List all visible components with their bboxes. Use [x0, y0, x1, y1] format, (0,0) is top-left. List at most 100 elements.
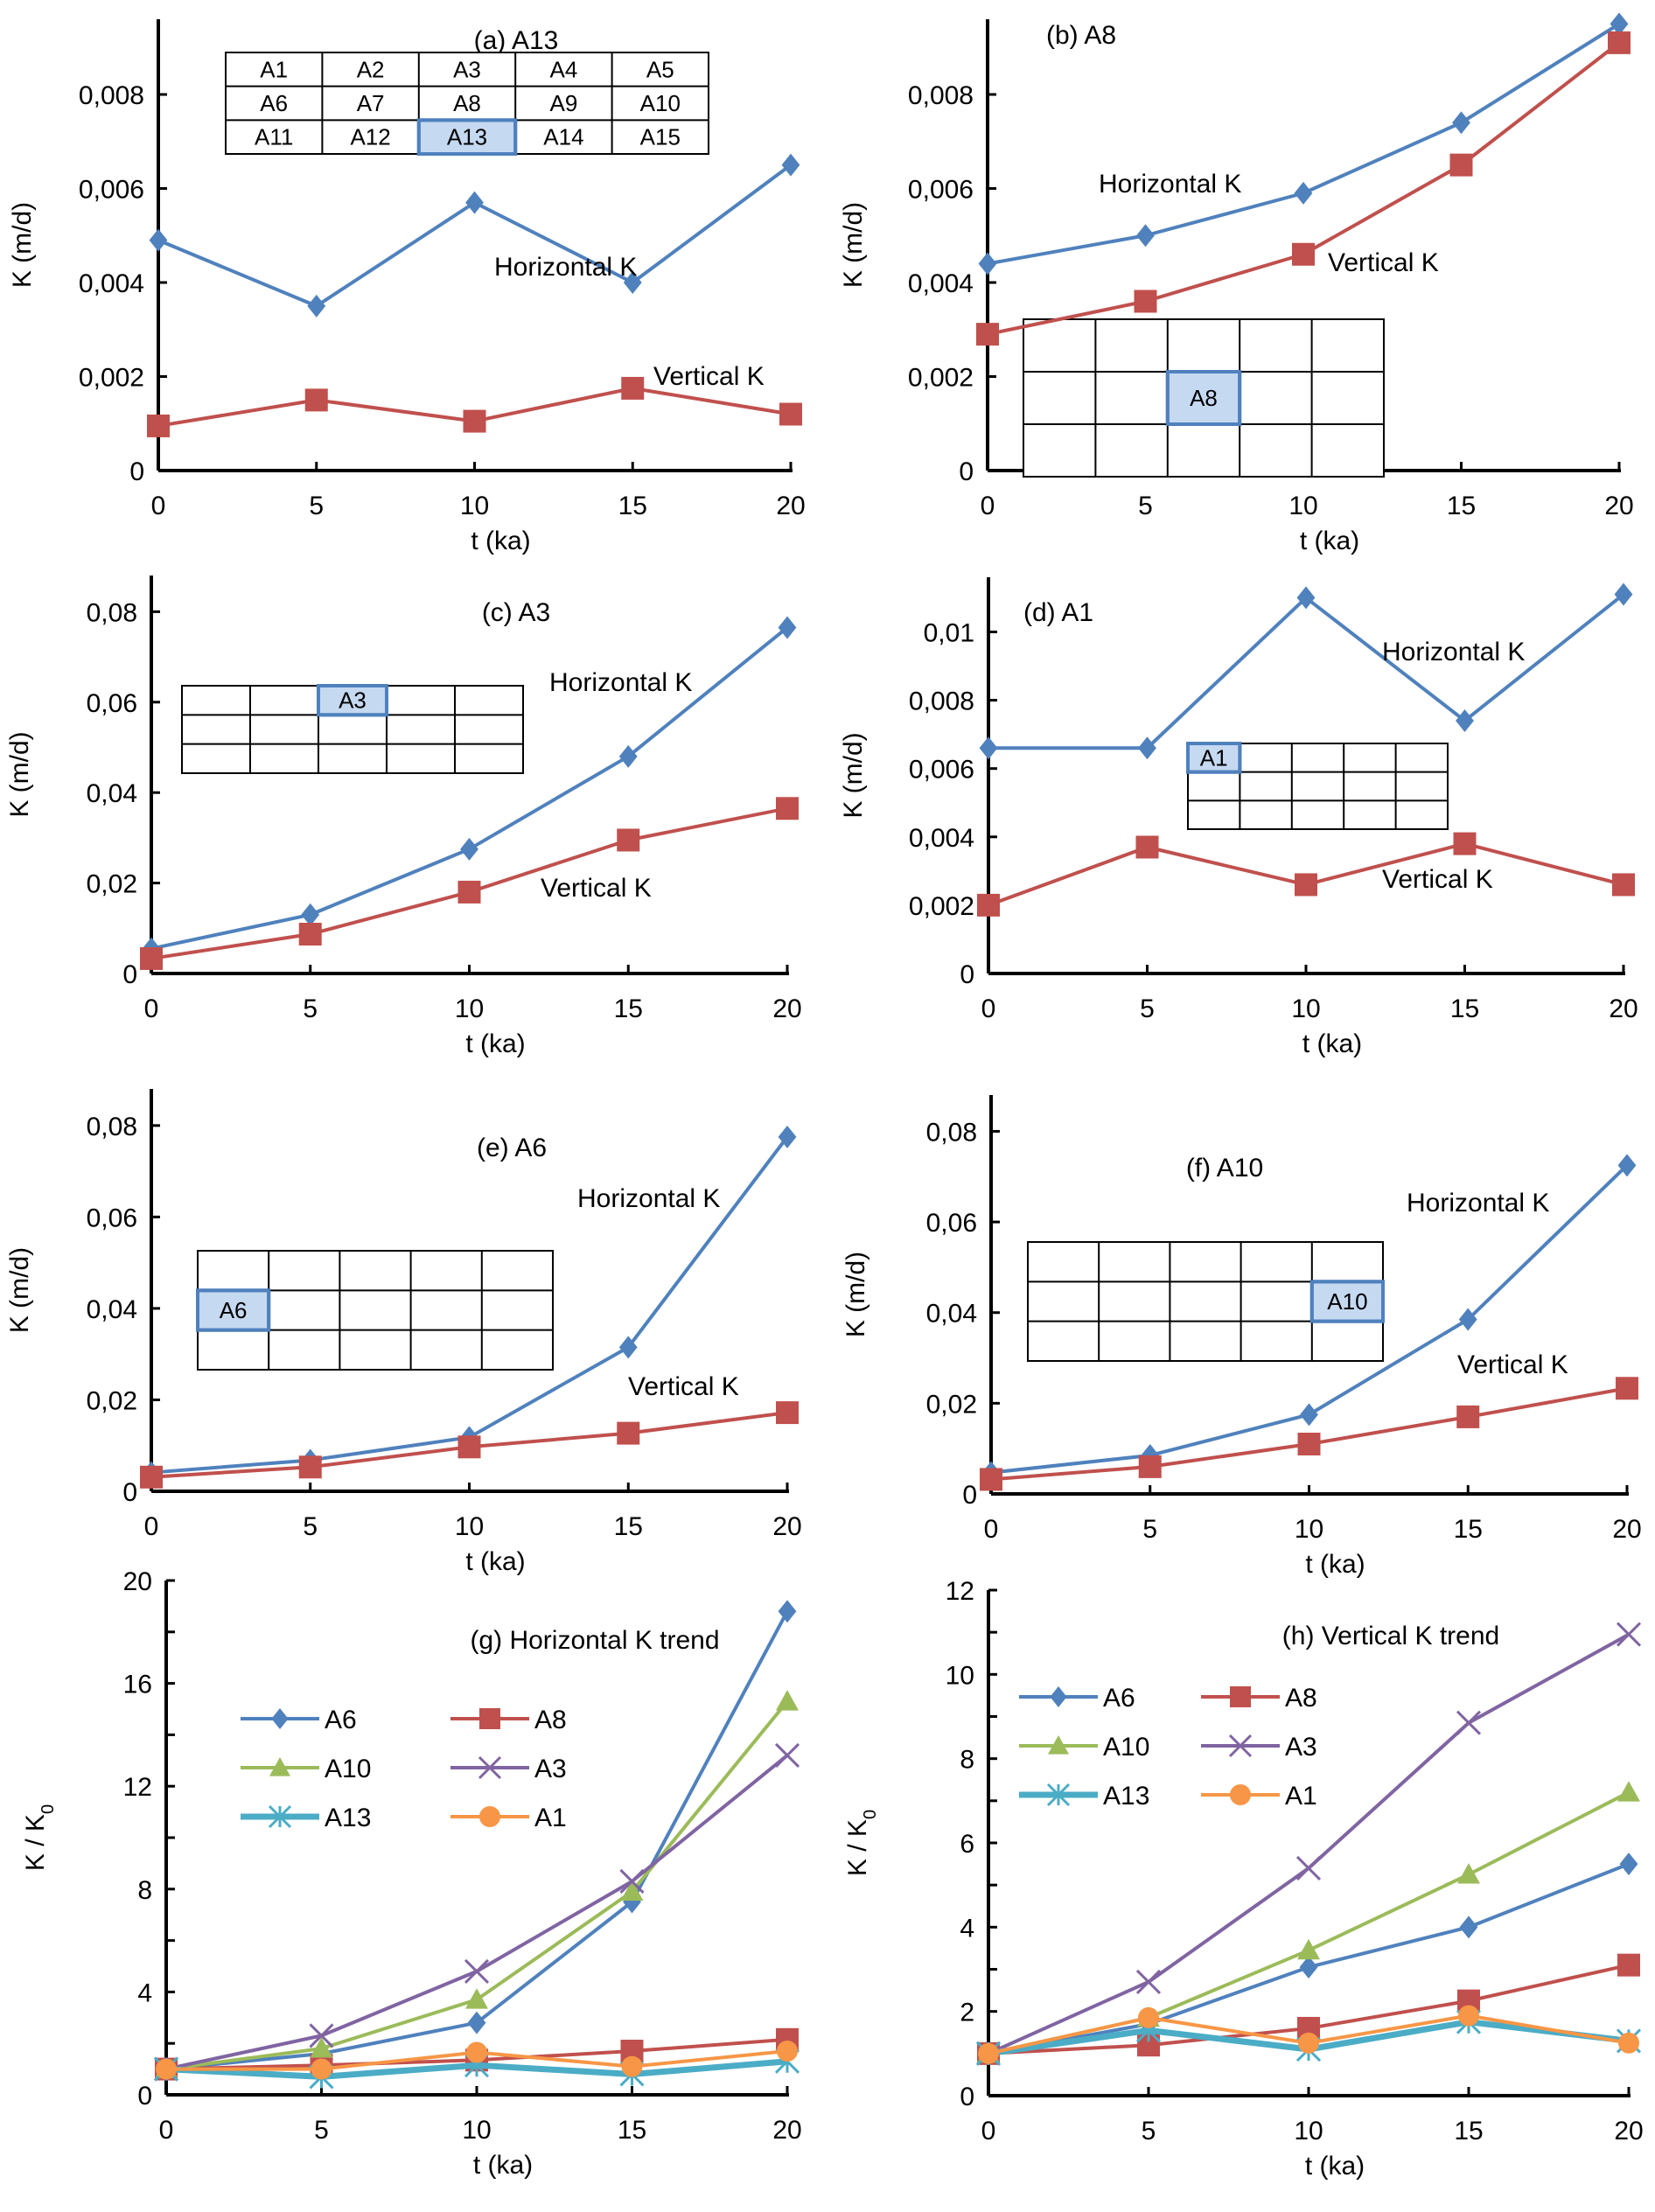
chart-title: (h) Vertical K trend — [1282, 1622, 1499, 1650]
series-annotation: Horizontal K — [1099, 170, 1241, 199]
series-annotation: Horizontal K — [1382, 638, 1525, 666]
data-point — [304, 388, 328, 412]
data-point — [467, 2011, 486, 2034]
series-vertical-k — [976, 31, 1631, 346]
legend-item-a3: A3 — [1201, 1733, 1317, 1762]
series-vertical-k — [977, 832, 1635, 917]
y-tick-label: 0 — [137, 2082, 152, 2111]
data-point — [1612, 873, 1635, 897]
x-tick-label: 0 — [981, 492, 995, 520]
legend-label: A10 — [325, 1755, 371, 1783]
legend-label: A8 — [534, 1706, 567, 1734]
y-axis-label: K (m/d) — [839, 732, 868, 818]
y-tick-label: 0 — [129, 457, 144, 486]
zone-highlight-border — [1309, 1280, 1386, 1323]
data-point — [1616, 1377, 1638, 1400]
chart-panel-d: 0 0,002 0,004 0,006 0,008 0,01 0 5 10 15 20 t (ka) K… — [839, 577, 1638, 1058]
y-axis-label: K (m/d) — [841, 1252, 870, 1337]
x-tick-label: 15 — [1450, 994, 1479, 1023]
data-point — [463, 409, 486, 433]
x-tick-label: 10 — [462, 2116, 491, 2145]
zone-label-A1: A1 — [1200, 744, 1228, 771]
y-axis-label: K (m/d) — [8, 202, 37, 288]
data-point — [781, 153, 800, 177]
y-tick-label: 0,06 — [87, 1204, 137, 1232]
zone-grid-inset: A8 — [1023, 318, 1385, 478]
series-line — [987, 22, 1621, 266]
y-tick-label: 0,004 — [909, 824, 974, 853]
zone-label-A8: A8 — [453, 90, 481, 116]
legend: A6 A8 A10 A3 A13 A1 — [241, 1706, 567, 1832]
series-line — [157, 164, 793, 308]
zone-label-A11: A11 — [255, 124, 293, 150]
y-tick-label: 0 — [959, 457, 974, 486]
data-point — [1619, 1853, 1638, 1876]
legend-item-a6: A6 — [1019, 1684, 1135, 1713]
data-point — [619, 1868, 645, 1895]
x-tick-label: 20 — [772, 2116, 801, 2145]
legend-label: A1 — [1285, 1782, 1317, 1811]
legend-label: A13 — [1103, 1782, 1149, 1811]
y-axis-label-main: K / K — [21, 1814, 50, 1871]
data-point — [1453, 832, 1477, 855]
zone-grid-inset: A1 A2 A3 A4 A5 A6 A7 A8 A9 A10 A11 A12 A13 A14 A15 — [225, 52, 709, 156]
x-tick-label: 5 — [314, 2116, 329, 2145]
series-annotation: Horizontal K — [577, 1184, 720, 1213]
data-point — [778, 1125, 797, 1148]
series-annotation: Vertical K — [653, 362, 765, 391]
zone-grid-inset: A6 — [196, 1250, 554, 1371]
x-tick-label: 0 — [159, 2116, 174, 2145]
y-tick-label: 0,006 — [79, 176, 144, 205]
y-tick-label: 0,002 — [909, 892, 974, 921]
y-tick-label: 0,08 — [87, 598, 137, 627]
legend-marker — [1230, 1784, 1251, 1805]
legend-item-a10: A10 — [1019, 1733, 1149, 1762]
data-point — [310, 2037, 333, 2058]
data-point — [466, 2041, 487, 2063]
zone-grid-inset: A10 — [1027, 1241, 1386, 1362]
legend-marker — [271, 1708, 289, 1729]
y-tick-label: 16 — [123, 1671, 152, 1699]
legend-item-a8: A8 — [1201, 1684, 1317, 1713]
x-tick-label: 15 — [614, 1512, 643, 1541]
x-tick-label: 20 — [1612, 1515, 1641, 1544]
x-tick-label: 15 — [614, 994, 643, 1023]
data-point — [298, 1455, 322, 1479]
legend-marker — [269, 1757, 290, 1776]
y-axis-label-subscript: 0 — [861, 1810, 880, 1819]
legend-label: A3 — [534, 1755, 567, 1783]
data-point — [618, 1336, 638, 1359]
x-axis-label: t (ka) — [465, 1547, 525, 1576]
y-tick-label: 0,04 — [926, 1300, 977, 1329]
x-tick-label: 5 — [309, 492, 324, 520]
series-horizontal-k — [981, 1154, 1637, 1484]
y-tick-label: 2 — [960, 1999, 974, 2027]
x-tick-label: 15 — [618, 2116, 646, 2145]
x-tick-label: 20 — [1609, 994, 1638, 1023]
series-vertical-k — [140, 797, 799, 970]
data-point — [617, 1421, 640, 1445]
legend-marker — [479, 1708, 500, 1729]
data-point — [465, 191, 484, 214]
data-point — [1608, 31, 1631, 54]
chart-title: (c) A3 — [482, 598, 550, 627]
data-point — [1138, 2006, 1159, 2028]
data-point — [1135, 1969, 1162, 1995]
x-tick-label: 10 — [460, 492, 489, 520]
data-point — [1614, 583, 1633, 606]
y-tick-label: 0,06 — [87, 689, 137, 718]
data-point — [1617, 1781, 1640, 1802]
y-tick-label: 0,004 — [79, 269, 144, 298]
y-axis-label-main: K / K — [843, 1819, 872, 1876]
zone-label-A14: A14 — [543, 124, 583, 150]
x-tick-label: 20 — [1604, 492, 1633, 520]
data-point — [979, 736, 998, 760]
data-point — [618, 744, 638, 768]
data-point — [1616, 1622, 1642, 1647]
x-tick-label: 0 — [981, 2117, 996, 2146]
data-point — [1456, 709, 1474, 733]
data-point — [1295, 1855, 1322, 1881]
